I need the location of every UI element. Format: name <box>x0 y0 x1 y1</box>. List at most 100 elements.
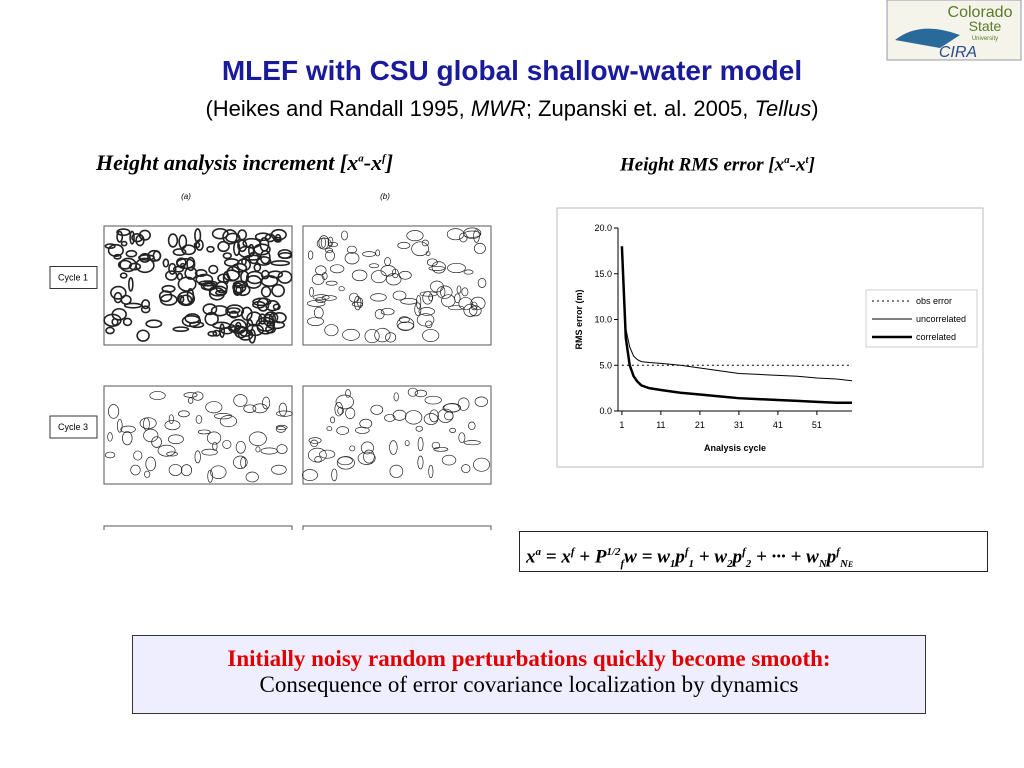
contour <box>312 294 330 301</box>
contour <box>428 293 434 302</box>
contour <box>266 320 286 330</box>
contour <box>252 403 268 414</box>
contour <box>458 297 473 311</box>
contour <box>240 306 253 321</box>
y-tick-label: 20.0 <box>594 223 612 233</box>
logo-text: Colorado <box>948 4 1013 21</box>
contour <box>133 450 143 461</box>
contour <box>104 451 116 459</box>
contour <box>422 329 440 343</box>
contour <box>338 286 345 292</box>
text: a <box>784 154 790 166</box>
contour <box>424 395 442 405</box>
contour <box>232 280 249 289</box>
contour <box>231 262 248 273</box>
contour <box>104 243 116 250</box>
contour <box>167 434 184 445</box>
contour <box>428 265 446 271</box>
contour <box>463 230 481 238</box>
contour <box>131 233 144 243</box>
contour <box>143 428 159 443</box>
contour <box>168 262 177 275</box>
contour <box>140 305 151 314</box>
contour <box>233 282 244 296</box>
contour <box>469 305 482 317</box>
contour <box>360 441 374 455</box>
contour <box>357 297 364 308</box>
contour <box>315 296 327 303</box>
map <box>302 385 492 485</box>
contour <box>354 295 362 311</box>
contour <box>429 409 439 423</box>
contour <box>473 242 486 254</box>
contour <box>263 313 274 327</box>
contour <box>255 316 276 332</box>
cycle-label: Cycle 3 <box>58 422 88 432</box>
contour <box>181 244 197 256</box>
text: a <box>358 152 364 165</box>
contour <box>385 332 397 343</box>
contour <box>122 431 133 446</box>
contour <box>103 313 122 327</box>
contour <box>159 293 178 306</box>
cycle-label-box <box>49 266 98 289</box>
contour <box>220 327 234 335</box>
contour <box>277 249 293 259</box>
contour <box>307 250 314 260</box>
legend-label: correlated <box>916 332 956 342</box>
map <box>103 525 293 530</box>
contour <box>374 327 391 343</box>
contour <box>242 237 261 249</box>
contour <box>260 275 279 287</box>
contour <box>212 441 218 451</box>
contour <box>443 403 461 413</box>
contour <box>119 272 128 279</box>
line <box>620 246 852 405</box>
legend-box <box>865 289 978 348</box>
contour <box>447 262 466 274</box>
contour <box>375 249 381 257</box>
contour <box>374 309 385 320</box>
contour <box>392 290 407 301</box>
contour <box>324 324 339 337</box>
text: MWR <box>470 96 526 121</box>
contour <box>198 280 218 287</box>
contour <box>229 318 248 335</box>
contour <box>240 270 250 284</box>
contour <box>255 446 261 453</box>
column-label: (a) <box>181 192 191 201</box>
contour <box>205 401 223 414</box>
text: Height RMS error [ <box>620 154 775 176</box>
formula-part: w <box>624 546 637 568</box>
contour <box>473 229 480 243</box>
contour <box>260 447 278 455</box>
contour <box>337 406 344 415</box>
formula-part: + ··· + <box>751 546 807 568</box>
contour <box>194 269 208 278</box>
contour <box>152 250 162 262</box>
contour <box>147 249 162 262</box>
contour <box>239 329 252 337</box>
contour <box>228 310 239 319</box>
formula-part: N <box>818 558 827 571</box>
formula-part: 2 <box>727 558 733 571</box>
contour <box>477 278 487 288</box>
contour <box>414 302 422 317</box>
contour <box>111 317 119 326</box>
contour <box>278 402 288 417</box>
contour <box>246 319 254 333</box>
contour <box>470 296 486 310</box>
contour <box>208 264 219 275</box>
contour <box>468 421 476 430</box>
contour <box>275 424 288 431</box>
contour <box>325 250 335 262</box>
text: x <box>796 154 806 176</box>
contour <box>416 295 422 310</box>
contour <box>404 410 423 425</box>
contour <box>116 418 123 433</box>
contour <box>245 270 264 285</box>
contour <box>219 415 237 428</box>
contour <box>193 241 201 249</box>
contour <box>240 456 246 469</box>
formula-part: w <box>657 546 670 568</box>
